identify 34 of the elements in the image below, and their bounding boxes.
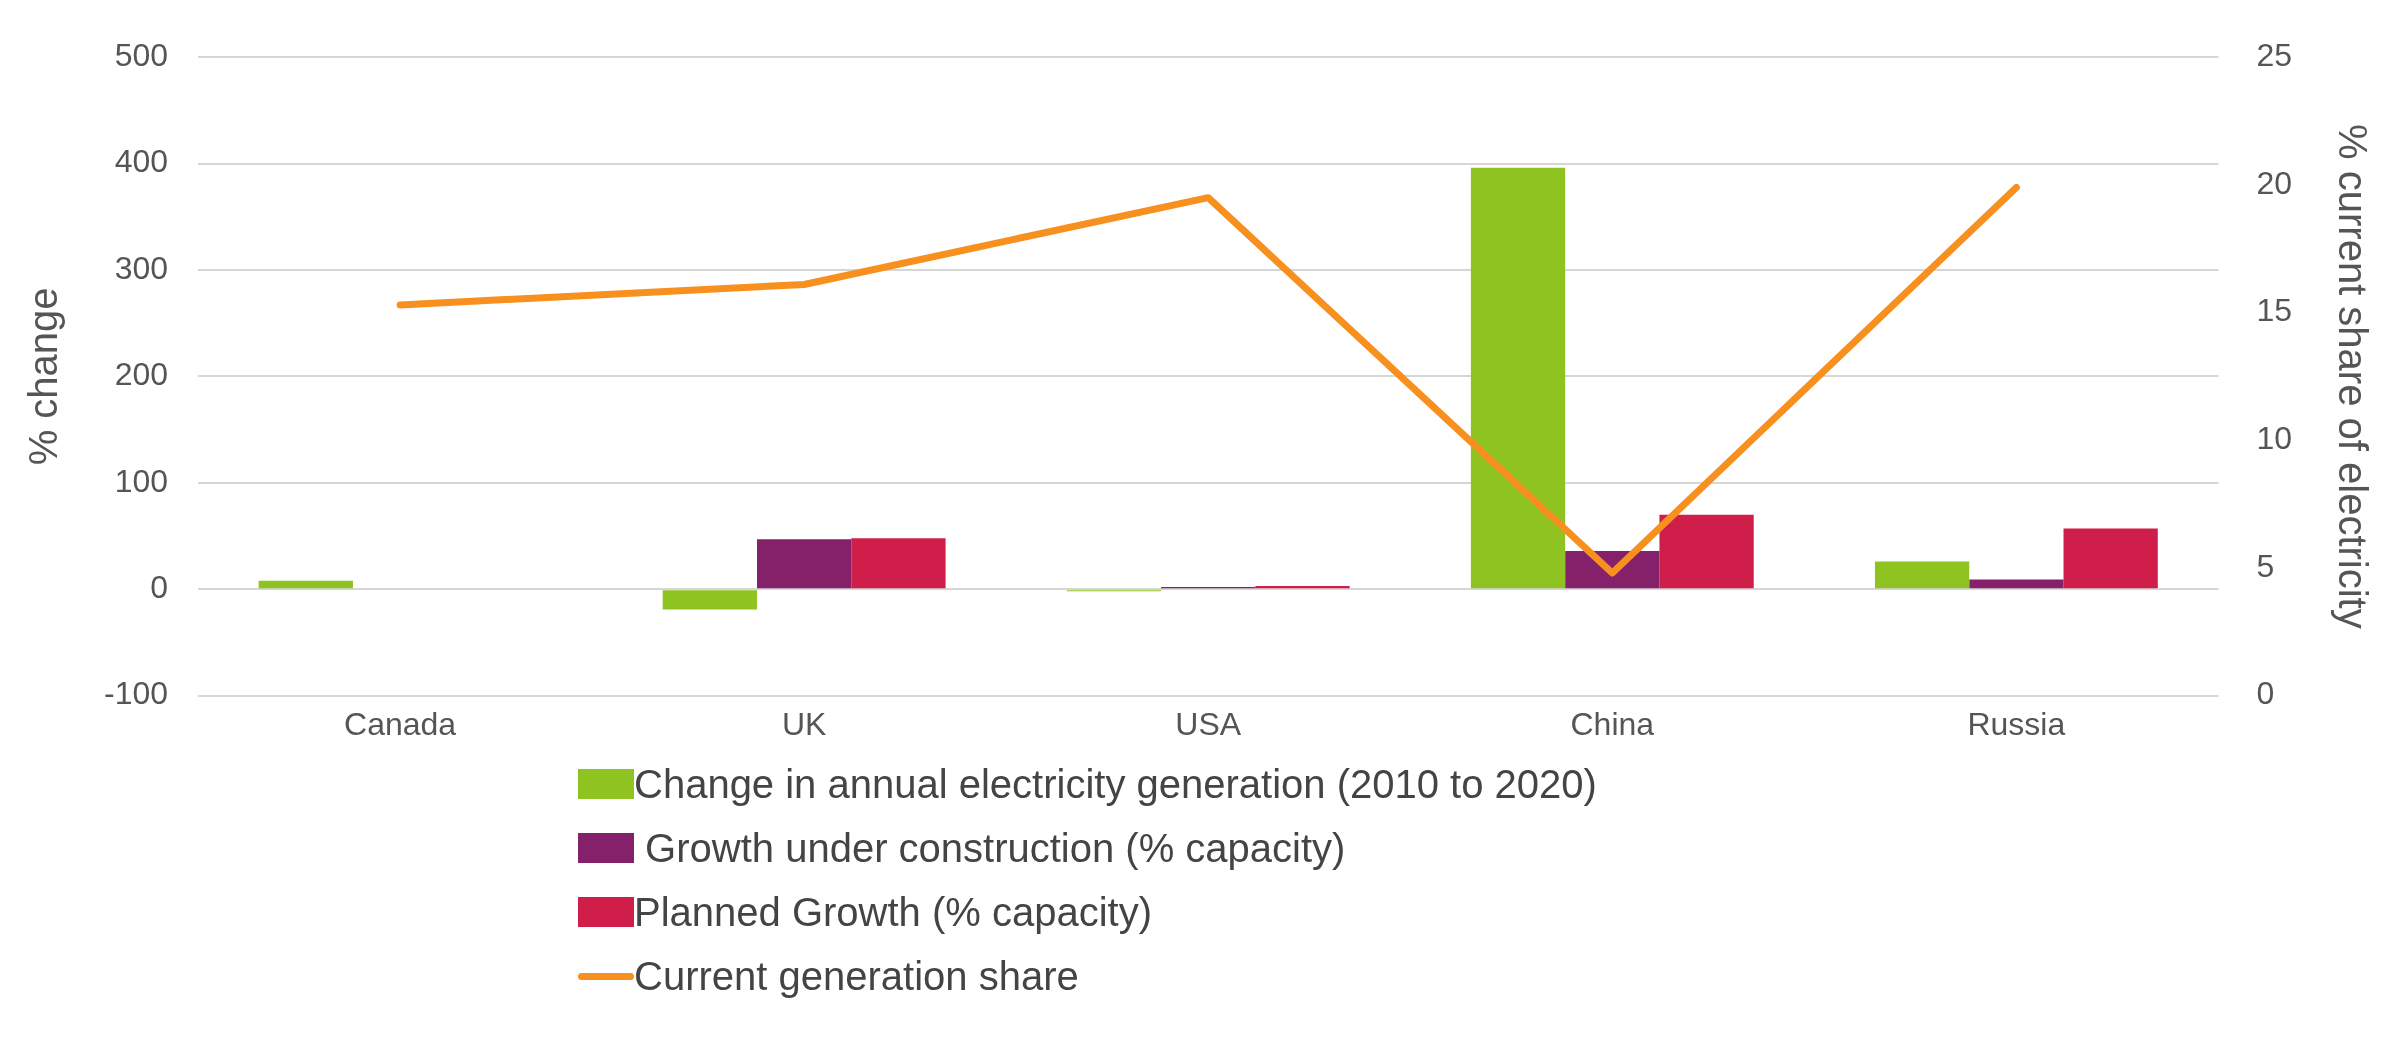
y-tick-label: 400 bbox=[114, 143, 169, 180]
legend-label: Growth under construction (% capacity) bbox=[644, 825, 1346, 872]
bar bbox=[757, 539, 852, 589]
y-tick-label: 0 bbox=[150, 569, 169, 606]
bar bbox=[1659, 514, 1754, 589]
bar bbox=[1874, 561, 1970, 589]
y-tick-label: 500 bbox=[114, 37, 169, 74]
bar bbox=[1470, 167, 1566, 589]
x-tick-label: China bbox=[1570, 705, 1655, 742]
x-tick-label: Canada bbox=[344, 705, 457, 742]
legend-label: Change in annual electricity generation (2010 to 2020) bbox=[634, 761, 1597, 808]
y-tick-label: 200 bbox=[114, 356, 169, 393]
y-tick-label: -100 bbox=[104, 675, 169, 712]
x-tick-label: USA bbox=[1175, 705, 1242, 742]
y2-tick-label: 5 bbox=[2256, 547, 2275, 584]
legend-label: Planned Growth (% capacity) bbox=[634, 889, 1153, 936]
y2-tick-label: 15 bbox=[2256, 292, 2292, 329]
bar bbox=[1255, 586, 1350, 589]
bar bbox=[1969, 579, 2064, 589]
bar bbox=[662, 590, 758, 610]
bar bbox=[851, 538, 946, 589]
y2-tick-label: 20 bbox=[2256, 164, 2292, 201]
y2-tick-label: 25 bbox=[2256, 37, 2292, 74]
x-tick-label: UK bbox=[781, 705, 827, 742]
y2-tick-label: 0 bbox=[2256, 675, 2275, 712]
y-tick-label: 100 bbox=[114, 462, 169, 499]
legend-label: Current generation share bbox=[634, 953, 1079, 1000]
x-tick-label: Russia bbox=[1967, 705, 2066, 742]
y2-axis-title: % current share of electricity bbox=[2330, 124, 2375, 629]
bar bbox=[2063, 528, 2158, 589]
y-axis-title: % change bbox=[21, 287, 66, 466]
bar bbox=[258, 580, 353, 589]
y2-tick-label: 10 bbox=[2256, 420, 2292, 457]
y-tick-label: 300 bbox=[114, 249, 169, 286]
